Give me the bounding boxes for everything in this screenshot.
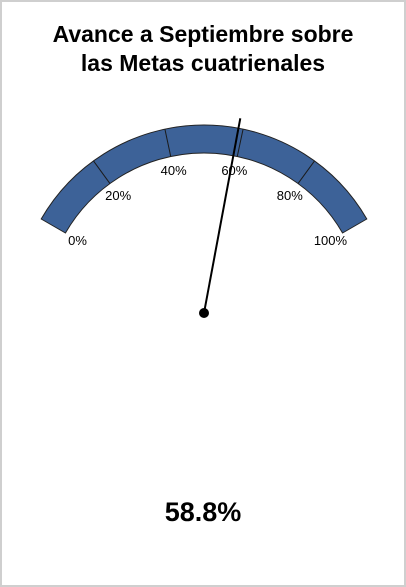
gauge-tick-label: 0% xyxy=(68,233,87,248)
gauge-tick-mark xyxy=(236,129,244,157)
gauge-band xyxy=(40,124,368,234)
gauge-tick-label: 60% xyxy=(221,163,247,178)
gauge-tick-label: 20% xyxy=(105,188,131,203)
gauge-value-readout: 58.8% xyxy=(164,497,242,527)
gauge-tick-mark xyxy=(164,129,172,157)
gauge-tick-label: 80% xyxy=(277,188,303,203)
chart-title-line-2: las Metas cuatrienales xyxy=(80,50,326,76)
gauge-tick-label: 40% xyxy=(161,163,187,178)
gauge-tick-mark xyxy=(297,160,315,184)
chart-title-line-1: Avance a Septiembre sobre xyxy=(52,21,354,47)
gauge-tick-mark xyxy=(93,160,111,184)
chart-title: Avance a Septiembre sobre las Metas cuat… xyxy=(2,20,404,78)
gauge-tick-label: 100% xyxy=(314,233,348,248)
gauge-needle-pivot xyxy=(199,308,209,318)
gauge-needle xyxy=(203,118,242,314)
